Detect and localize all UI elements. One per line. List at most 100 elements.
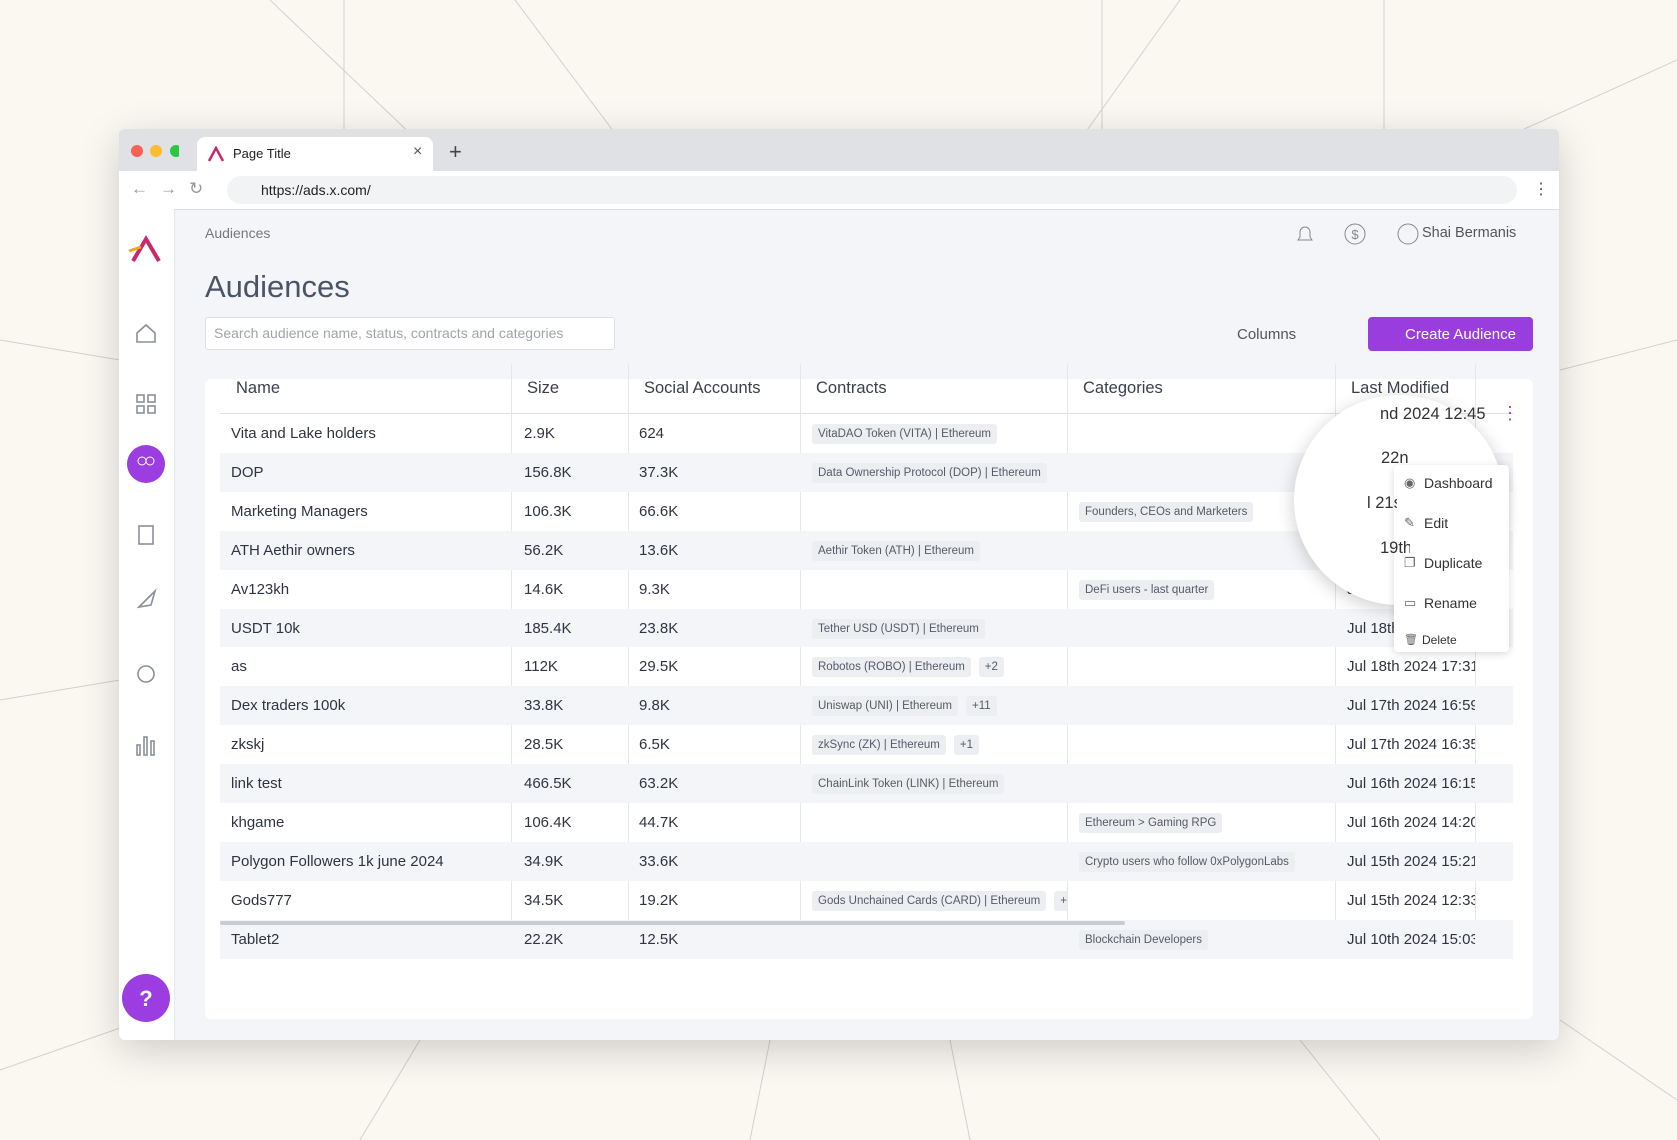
tag[interactable]: Gods Unchained Cards (CARD) | Ethereum [812,890,1047,911]
cell-contracts: Data Ownership Protocol (DOP) | Ethereum [812,453,1067,492]
cell-social: 33.6K [639,852,679,870]
column-header: Size [527,379,560,397]
cell-name: as [231,658,247,676]
cell-modified: Jul 15th 2024 15:21 [1347,852,1475,870]
tag[interactable]: Aethir Token (ATH) | Ethereum [812,540,980,561]
cell-modified: Jul 17th 2024 16:59 [1347,697,1475,715]
new-tab[interactable]: + [449,139,462,164]
cell-size: 33.8K [524,697,564,715]
cell-categories: Ethereum > Gaming RPG [1079,803,1335,842]
create-button[interactable] [1368,317,1533,351]
tag[interactable]: Crypto users who follow 0xPolygonLabs [1079,851,1295,872]
cell-contracts: Aethir Token (ATH) | Ethereum [812,531,1067,570]
cell-name: Vita and Lake holders [231,425,376,442]
column-header: Last Modified [1351,379,1450,397]
cell-social: 66.6K [639,502,679,520]
column-divider [628,364,629,959]
header-icons[interactable]: $ [1291,219,1431,249]
breadcrumb[interactable]: Audiences [205,225,271,241]
cell-social: 23.8K [639,619,679,637]
search-placeholder: Search audience name, status, contracts … [214,325,564,341]
create-button-label: Create Audience [1405,326,1516,343]
cell-size: 466.5K [524,775,572,793]
cell-name: USDT 10k [231,619,300,637]
cell-size: 106.4K [524,814,572,831]
zoomed-text: l 21st [1367,494,1397,512]
tag[interactable]: Tether USD (USDT) | Ethereum [812,618,985,639]
tag[interactable]: zkSync (ZK) | Ethereum [812,735,946,756]
cell-size: 34.5K [524,891,564,909]
tag[interactable]: Uniswap (UNI) | Ethereum [812,696,958,717]
cell-modified: Jul 17th 2024 16:35 [1347,736,1475,754]
context-menu: ◉ Dashboard ✎ Edit ❐ Duplicate ▭ Rename 🗑 Delete [1394,465,1509,652]
tab-close[interactable]: × [413,143,423,160]
tag[interactable]: Data Ownership Protocol (DOP) | Ethereum [812,462,1047,483]
address-bar[interactable] [227,176,1517,204]
cell-social: 29.5K [639,658,679,676]
cell-size: 156.8K [524,463,572,481]
cell-size: 2.9K [524,425,555,442]
nav-buttons[interactable]: ←→↻ [131,179,216,198]
cell-social: 6.5K [639,736,670,754]
cell-name: DOP [231,463,264,481]
search-box[interactable] [205,317,615,350]
column-divider [511,364,512,959]
cell-name: Av123kh [231,580,290,598]
cell-name: zkskj [231,736,265,754]
cell-contracts: Tether USD (USDT) | Ethereum [812,609,1067,648]
cell-social: 9.8K [639,697,670,715]
browser-menu[interactable]: ⋮ [1533,181,1549,198]
svg-text:?: ? [139,986,152,1011]
cell-social: 63.2K [639,775,679,793]
cell-modified: Jul 16th 2024 14:20 [1347,814,1475,831]
columns-button[interactable]: Columns [1237,326,1297,343]
column-divider [1067,364,1068,959]
user-name[interactable]: Shai Bermanis [1422,225,1517,241]
tab[interactable] [197,137,433,171]
cell-modified: Jul 18th 2024 17:31 [1347,658,1475,676]
tag[interactable]: + [1054,890,1067,911]
tag[interactable]: Ethereum > Gaming RPG [1079,813,1223,834]
svg-text:$: $ [1351,227,1359,242]
cell-name: Marketing Managers [231,502,368,520]
menu-icon: ✎ [1404,515,1415,530]
window-controls [131,145,179,157]
cell-name: khgame [231,814,285,831]
cell-social: 37.3K [639,463,679,481]
table: Name Size Social Accounts Contracts Categori… [119,129,1559,1040]
tag[interactable]: Robotos (ROBO) | Ethereum [812,657,971,678]
menu-item[interactable]: Rename [1424,595,1477,611]
url: https://ads.x.com/ [261,182,371,198]
row-menu-button[interactable]: ⋮ [1501,403,1519,423]
tag[interactable]: VitaDAO Token (VITA) | Ethereum [812,424,997,445]
cell-categories: DeFi users - last quarter [1079,570,1335,609]
menu-item[interactable]: Edit [1424,515,1449,531]
tab-favicon [207,146,225,162]
zoomed-text: nd 2024 12:45 [1380,405,1486,423]
menu-icon: ❐ [1404,555,1416,570]
menu-item[interactable]: Dashboard [1424,475,1493,491]
tag[interactable]: ChainLink Token (LINK) | Ethereum [812,774,1005,795]
cell-name: Tablet2 [231,930,280,948]
cell-social: 9.3K [639,580,670,598]
cell-contracts: VitaDAO Token (VITA) | Ethereum [812,414,1067,453]
tag[interactable]: DeFi users - last quarter [1079,579,1215,600]
tag[interactable]: +2 [978,657,1004,678]
menu-icon: ▭ [1404,595,1417,610]
cell-social: 624 [639,425,665,442]
tag[interactable]: +11 [966,696,997,717]
tag[interactable]: +1 [953,735,979,756]
cell-size: 56.2K [524,541,564,559]
cell-name: Gods777 [231,891,292,909]
menu-item[interactable]: Duplicate [1424,555,1483,571]
tag[interactable]: Blockchain Developers [1079,929,1208,950]
cell-name: link test [231,775,282,793]
tag[interactable]: Founders, CEOs and Marketers [1079,501,1254,522]
sidebar-icons: ? [122,235,170,1022]
scrollbar[interactable] [220,921,1125,925]
cell-contracts: ChainLink Token (LINK) | Ethereum [812,764,1067,803]
menu-item[interactable]: Delete [1422,633,1457,647]
cell-name: Polygon Followers 1k june 2024 [231,852,444,870]
cell-social: 19.2K [639,891,679,909]
